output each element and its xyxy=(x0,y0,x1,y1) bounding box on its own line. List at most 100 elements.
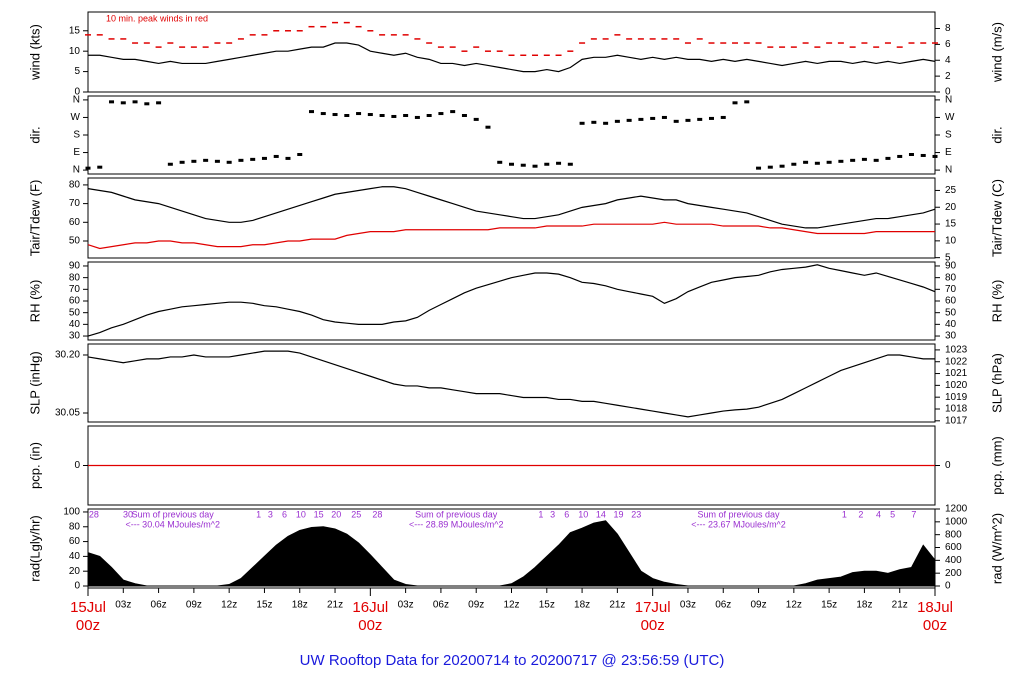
dir-point xyxy=(261,156,267,160)
rad-note: 2 xyxy=(858,509,863,519)
x-tick-label: 12z xyxy=(786,600,802,611)
dir-point xyxy=(191,159,197,163)
x-tick-label: 21z xyxy=(892,600,908,611)
y-axis-title: Tair/Tdew (F) xyxy=(27,180,42,257)
dir-point xyxy=(897,154,903,158)
y-tick-label: W xyxy=(71,112,81,123)
dir-point xyxy=(214,159,220,163)
dir-point xyxy=(485,125,491,129)
data-line xyxy=(87,186,936,229)
dir-point xyxy=(532,164,538,168)
rad-note: Sum of previous day xyxy=(415,509,498,519)
y-tick-label: 50 xyxy=(69,307,81,318)
dir-point xyxy=(803,160,809,164)
y-tick-label: 70 xyxy=(69,198,81,209)
dir-point xyxy=(861,157,867,161)
rad-note: 5 xyxy=(890,509,895,519)
dir-point xyxy=(285,156,291,160)
y-tick-label: 0 xyxy=(74,460,80,471)
dir-point xyxy=(356,112,362,116)
dir-point xyxy=(638,117,644,121)
day-date: 16Jul xyxy=(352,599,388,616)
y2-tick-label: 80 xyxy=(945,272,957,283)
dir-point xyxy=(673,119,679,123)
y2-tick-label: 10 xyxy=(945,235,957,246)
y-tick-label: 80 xyxy=(69,272,81,283)
y2-tick-label: N xyxy=(945,95,952,106)
dir-point xyxy=(156,101,162,105)
y-axis-title: wind (kts) xyxy=(27,24,42,81)
dir-point xyxy=(814,161,820,165)
dir-point xyxy=(379,114,385,117)
y-axis-title: rad(Lgly/hr) xyxy=(27,515,42,581)
data-line xyxy=(87,350,935,418)
y-tick-label: 30.20 xyxy=(55,350,80,361)
chart-title: UW Rooftop Data for 20200714 to 20200717… xyxy=(300,652,725,669)
dir-point xyxy=(132,100,138,104)
y-tick-label: S xyxy=(73,130,80,141)
x-tick-label: 12z xyxy=(221,600,237,611)
annotation: 10 min. peak winds in red xyxy=(106,13,208,23)
dir-point xyxy=(109,100,115,104)
panel-frame xyxy=(87,261,936,341)
dir-point xyxy=(309,110,315,114)
y2-axis-title: rad (W/m^2) xyxy=(989,513,1004,584)
dir-point xyxy=(767,165,773,169)
dir-point xyxy=(426,114,432,117)
x-tick-label: 15z xyxy=(539,600,555,611)
dir-point xyxy=(932,154,938,158)
dir-point xyxy=(273,154,279,158)
y2-axis-title: dir. xyxy=(989,126,1004,143)
dir-point xyxy=(920,153,926,157)
y-tick-label: 0 xyxy=(74,581,80,592)
y2-tick-label: 90 xyxy=(945,261,957,272)
y2-axis-title: Tair/Tdew (C) xyxy=(989,179,1004,257)
y2-tick-label: S xyxy=(945,130,952,141)
dir-point xyxy=(732,101,738,105)
dir-point xyxy=(414,115,420,119)
rad-note: 10 xyxy=(578,509,588,519)
dir-point xyxy=(873,158,879,162)
y2-tick-label: 4 xyxy=(945,55,951,66)
y-tick-label: 40 xyxy=(69,319,81,330)
y2-axis-title: wind (m/s) xyxy=(989,22,1004,83)
y2-tick-label: 1017 xyxy=(945,415,968,426)
dir-point xyxy=(614,119,620,123)
y2-tick-label: 6 xyxy=(945,39,951,50)
y-tick-label: 15 xyxy=(69,25,81,36)
y-axis-title: SLP (inHg) xyxy=(27,351,42,414)
x-tick-label: 06z xyxy=(715,600,731,611)
day-hour: 00z xyxy=(76,617,100,634)
y-axis-title: dir. xyxy=(27,126,42,143)
y2-tick-label: 1018 xyxy=(945,404,968,415)
day-hour: 00z xyxy=(358,617,382,634)
rad-note: 1 xyxy=(842,509,847,519)
y-tick-label: 70 xyxy=(69,284,81,295)
day-date: 17Jul xyxy=(635,599,671,616)
dir-point xyxy=(708,116,714,120)
rad-note: 1 xyxy=(538,509,543,519)
panel-frame xyxy=(87,343,936,423)
y2-tick-label: 40 xyxy=(945,319,957,330)
y2-tick-label: 400 xyxy=(945,555,962,566)
panel-frame xyxy=(87,11,936,93)
dir-point xyxy=(744,100,750,104)
y-tick-label: 30.05 xyxy=(55,408,80,419)
rad-note: 15 xyxy=(314,509,324,519)
y-tick-label: 30 xyxy=(69,331,81,342)
x-tick-label: 03z xyxy=(115,600,131,611)
dir-point xyxy=(791,162,797,166)
rad-note: 20 xyxy=(331,509,341,519)
x-tick-label: 18z xyxy=(856,600,872,611)
dir-point xyxy=(556,161,562,165)
y-tick-label: 60 xyxy=(69,536,81,547)
day-hour: 00z xyxy=(923,617,947,634)
x-tick-label: 09z xyxy=(468,600,484,611)
y2-tick-label: 60 xyxy=(945,296,957,307)
y-tick-label: 0 xyxy=(74,87,80,98)
y2-tick-label: 200 xyxy=(945,568,962,579)
x-tick-label: 06z xyxy=(433,600,449,611)
rad-note: 30 xyxy=(123,509,133,519)
